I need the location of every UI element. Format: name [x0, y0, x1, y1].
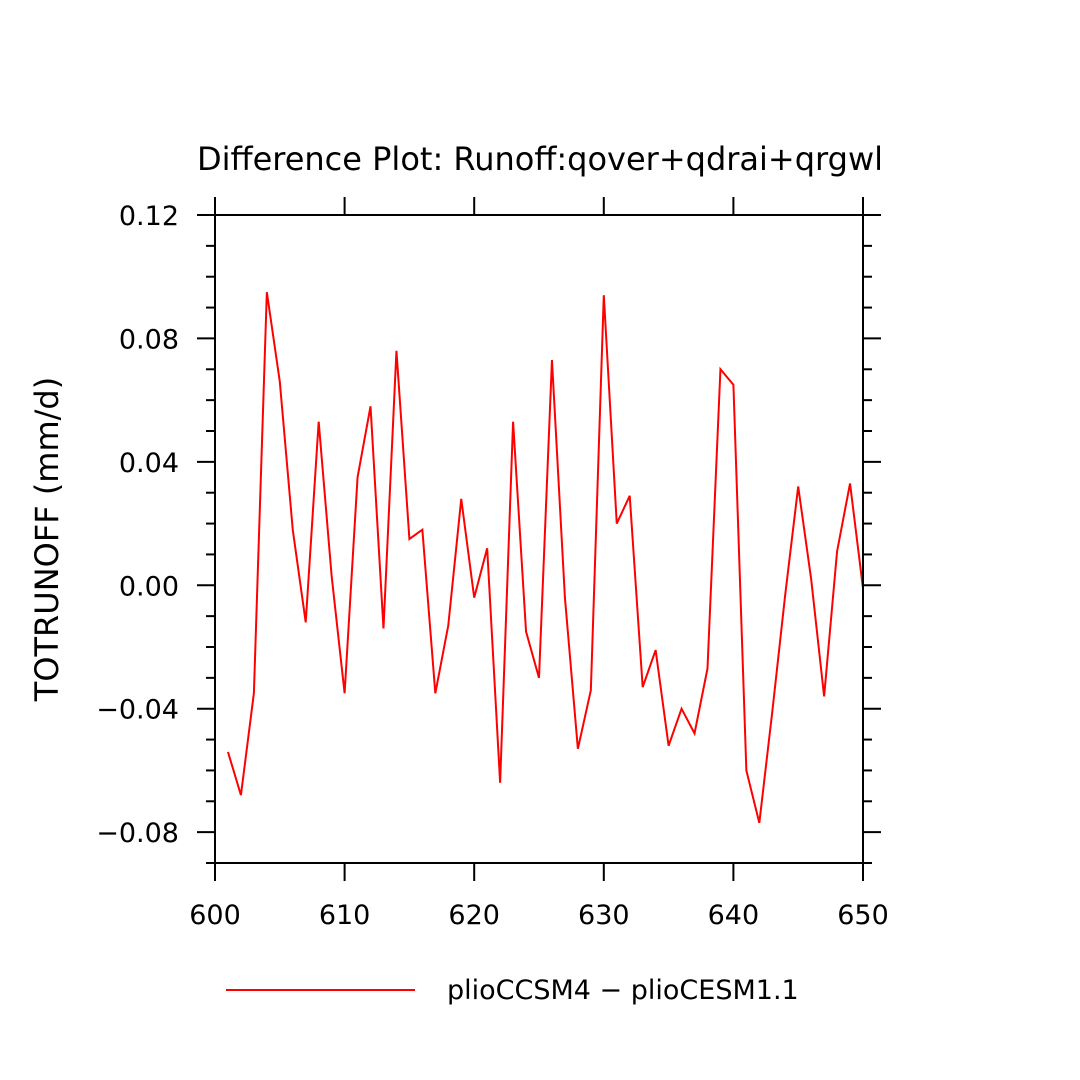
data-point	[784, 594, 786, 596]
y-tick-label: 0.08	[119, 324, 179, 355]
data-point	[849, 482, 851, 484]
data-point	[227, 751, 229, 753]
tick-labels: 600 610 620 630 640 650 0.12 0.08 0.04 0.00 −0.04 −…	[96, 201, 889, 931]
y-tick-label: −0.08	[96, 818, 179, 849]
data-point	[577, 748, 579, 750]
data-point	[266, 291, 268, 293]
x-tick-label: 610	[319, 900, 371, 931]
data-point	[823, 695, 825, 697]
legend: plioCCSM4 − plioCESM1.1	[226, 975, 799, 1006]
data-point	[357, 476, 359, 478]
data-point	[512, 421, 514, 423]
data-point	[706, 668, 708, 670]
data-point	[590, 689, 592, 691]
data-point	[486, 547, 488, 549]
data-point	[681, 708, 683, 710]
x-tick-label: 630	[578, 900, 630, 931]
data-point	[525, 631, 527, 633]
data-point	[305, 621, 307, 623]
series-line	[227, 291, 864, 824]
x-tick-label: 620	[448, 900, 500, 931]
data-point	[732, 384, 734, 386]
data-point	[668, 745, 670, 747]
data-point	[240, 794, 242, 796]
y-tick-label: −0.04	[96, 695, 179, 726]
y-tick-label: 0.00	[119, 571, 179, 602]
data-point	[331, 575, 333, 577]
data-point	[616, 523, 618, 525]
data-point	[771, 711, 773, 713]
data-point	[408, 538, 410, 540]
data-point	[642, 686, 644, 688]
data-point	[745, 769, 747, 771]
data-point	[538, 677, 540, 679]
data-point	[447, 624, 449, 626]
data-point	[421, 529, 423, 531]
chart-title: Difference Plot: Runoff:qover+qdrai+qrgw…	[197, 140, 883, 178]
x-tick-label: 640	[708, 900, 760, 931]
data-point	[551, 359, 553, 361]
data-point	[318, 421, 320, 423]
data-point	[836, 550, 838, 552]
data-point	[694, 732, 696, 734]
y-axis-label: TOTRUNOFF (mm/d)	[28, 377, 66, 702]
data-point	[719, 368, 721, 370]
data-point	[292, 529, 294, 531]
y-tick-label: 0.04	[119, 448, 179, 479]
data-point	[655, 649, 657, 651]
data-point	[460, 498, 462, 500]
data-point	[395, 350, 397, 352]
data-point	[434, 692, 436, 694]
data-point	[603, 294, 605, 296]
x-tick-label: 600	[189, 900, 241, 931]
data-point	[564, 597, 566, 599]
data-point	[810, 578, 812, 580]
data-point	[279, 381, 281, 383]
data-point	[797, 486, 799, 488]
x-tick-label: 650	[837, 900, 889, 931]
legend-series-label: plioCCSM4 − plioCESM1.1	[447, 975, 799, 1006]
data-point	[382, 627, 384, 629]
axis-ticks	[197, 197, 881, 881]
y-tick-label: 0.12	[119, 201, 179, 232]
data-point	[370, 405, 372, 407]
data-point	[629, 495, 631, 497]
data-point	[344, 692, 346, 694]
data-point	[253, 692, 255, 694]
data-point	[758, 822, 760, 824]
plot-frame	[214, 214, 864, 864]
data-point	[499, 782, 501, 784]
data-point	[473, 597, 475, 599]
